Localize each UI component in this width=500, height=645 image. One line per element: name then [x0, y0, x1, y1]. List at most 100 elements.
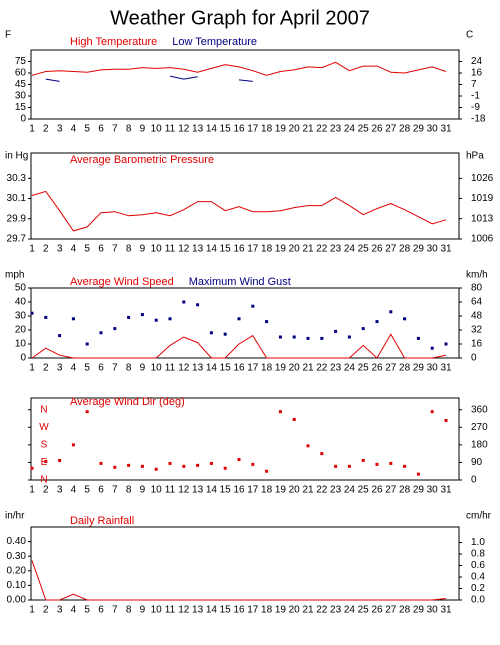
data-point	[168, 461, 172, 465]
x-tick-label: 19	[275, 605, 287, 616]
x-tick-label: 23	[330, 363, 342, 374]
x-tick-label: 2	[43, 124, 49, 135]
x-tick-label: 15	[220, 363, 232, 374]
x-tick-label: 31	[440, 485, 452, 496]
data-point	[389, 310, 393, 314]
y2-tick-label: 48	[471, 311, 483, 322]
data-point	[347, 464, 351, 468]
x-tick-label: 28	[399, 363, 411, 374]
y2-tick-label: 1.0	[471, 537, 485, 548]
x-tick-label: 7	[112, 124, 118, 135]
series-line	[45, 75, 253, 82]
legend-entry: Maximum Wind Gust	[189, 276, 291, 288]
y2-tick-label: 24	[471, 56, 483, 67]
y-tick-label: 29.9	[7, 213, 27, 224]
data-point	[58, 334, 62, 338]
y2-tick-label: 180	[471, 439, 488, 450]
x-tick-label: 5	[84, 485, 90, 496]
x-tick-label: 22	[316, 244, 328, 255]
legend-entry: Average Wind Dir (deg)	[70, 396, 185, 408]
x-tick-label: 8	[126, 124, 132, 135]
y2-tick-label: 0.6	[471, 560, 485, 571]
y2-tick-label: -18	[471, 114, 486, 125]
x-tick-label: 21	[302, 244, 314, 255]
y2-tick-label: 80	[471, 283, 483, 294]
legend-entry: Daily Rainfall	[70, 515, 134, 527]
x-tick-label: 2	[43, 485, 49, 496]
x-tick-label: 8	[126, 485, 132, 496]
x-tick-label: 23	[330, 244, 342, 255]
y-tick-label: 30.1	[7, 193, 27, 204]
x-tick-label: 16	[233, 124, 245, 135]
x-tick-label: 5	[84, 605, 90, 616]
data-point	[223, 466, 227, 470]
data-point	[127, 463, 131, 467]
y2-tick-label: 0.2	[471, 583, 485, 594]
y-tick-label: 0	[20, 114, 26, 125]
series-line	[31, 190, 447, 232]
y-tick-label: 0.30	[7, 551, 27, 562]
x-tick-label: 8	[126, 244, 132, 255]
data-point	[182, 300, 186, 304]
data-point	[237, 317, 241, 321]
x-tick-label: 25	[358, 605, 370, 616]
data-point	[127, 315, 131, 319]
x-tick-label: 18	[261, 244, 273, 255]
x-tick-label: 29	[413, 244, 425, 255]
data-point	[85, 342, 89, 346]
data-point	[403, 317, 407, 321]
y2-tick-label: 7	[471, 79, 477, 90]
y2-tick-label: 270	[471, 422, 488, 433]
x-tick-label: 18	[261, 605, 273, 616]
x-tick-label: 29	[413, 124, 425, 135]
data-point	[416, 336, 420, 340]
x-tick-label: 15	[220, 244, 232, 255]
y2-tick-label: 360	[471, 404, 488, 415]
y2-tick-label: 1019	[471, 193, 494, 204]
data-point	[140, 464, 144, 468]
data-point	[44, 315, 48, 319]
x-tick-label: 9	[140, 124, 146, 135]
x-tick-label: 22	[316, 363, 328, 374]
x-tick-label: 26	[371, 124, 383, 135]
x-tick-label: 26	[371, 485, 383, 496]
y2-tick-label: 16	[471, 68, 483, 79]
data-point	[320, 452, 324, 456]
y-tick-label: 0	[20, 353, 26, 364]
data-point	[99, 461, 103, 465]
data-point	[278, 335, 282, 339]
legend-entry: Average Barometric Pressure	[70, 154, 214, 166]
data-point	[265, 469, 269, 473]
x-tick-label: 27	[385, 363, 397, 374]
x-tick-label: 30	[427, 124, 439, 135]
data-point	[265, 320, 269, 324]
plot-frame	[30, 49, 460, 120]
x-tick-label: 12	[178, 485, 190, 496]
x-tick-label: 19	[275, 244, 287, 255]
x-tick-label: 21	[302, 485, 314, 496]
y-tick-label: N	[40, 475, 47, 486]
x-tick-label: 11	[165, 244, 176, 255]
x-tick-label: 8	[126, 605, 132, 616]
data-point	[140, 313, 144, 317]
data-point	[154, 467, 158, 471]
x-tick-label: 23	[330, 124, 342, 135]
data-point	[44, 459, 48, 463]
data-point	[58, 458, 62, 462]
x-tick-label: 11	[165, 605, 176, 616]
x-tick-label: 21	[302, 605, 314, 616]
y-tick-label: 0.00	[7, 595, 27, 606]
data-point	[361, 458, 365, 462]
x-tick-label: 28	[399, 485, 411, 496]
y2-tick-label: 1026	[471, 173, 494, 184]
x-tick-label: 2	[43, 363, 49, 374]
x-tick-label: 13	[192, 363, 204, 374]
data-point	[99, 331, 103, 335]
x-tick-label: 1	[29, 244, 35, 255]
x-tick-label: 11	[165, 124, 176, 135]
x-tick-label: 17	[247, 363, 259, 374]
y-tick-label: 45	[15, 79, 27, 90]
x-tick-label: 18	[261, 363, 273, 374]
data-point	[416, 472, 420, 476]
x-tick-label: 14	[206, 485, 218, 496]
